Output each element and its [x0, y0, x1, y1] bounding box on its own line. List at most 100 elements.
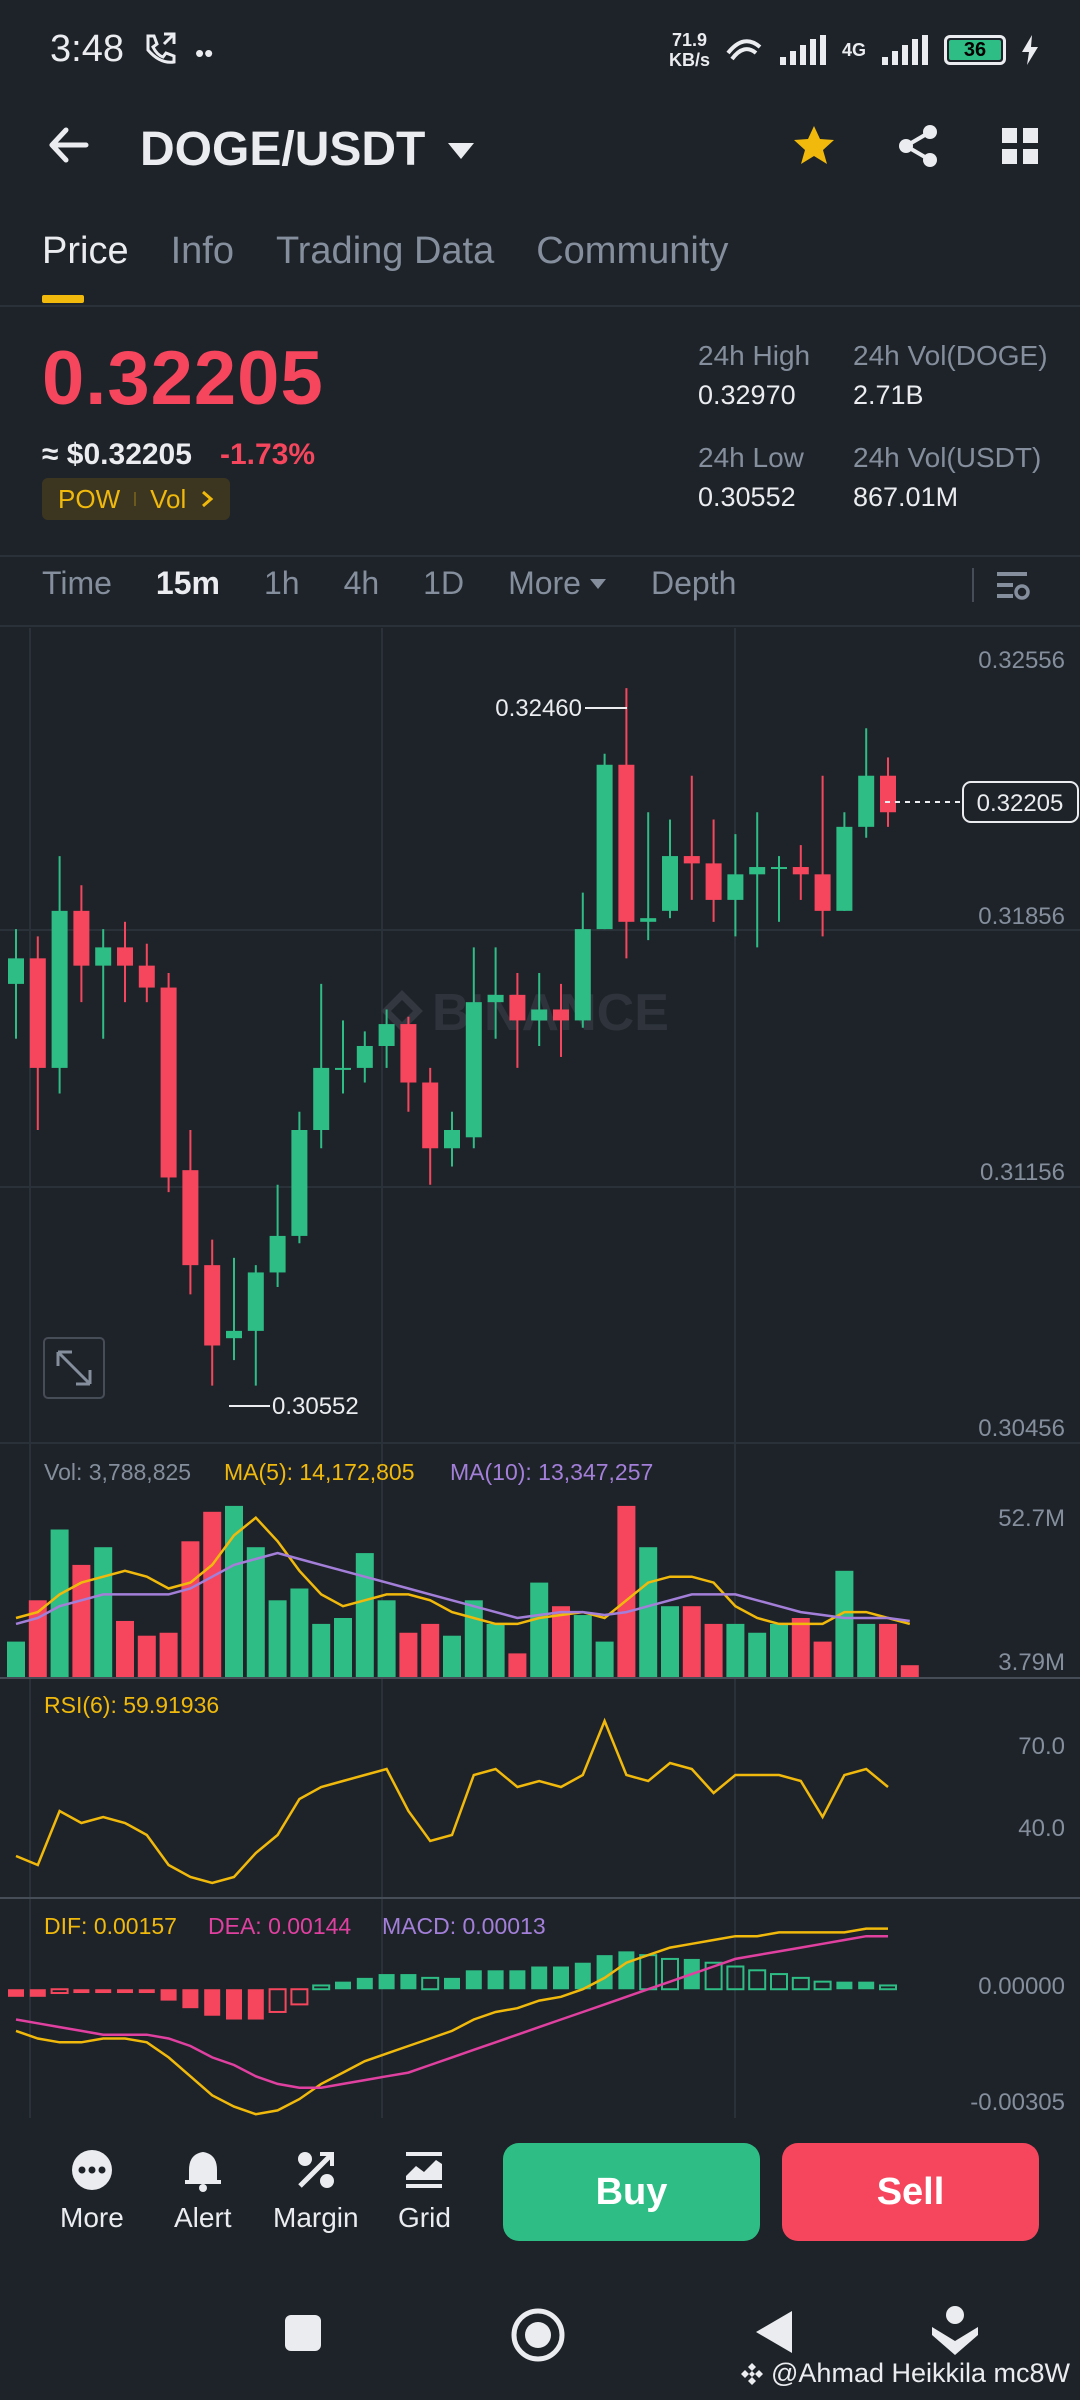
interval-1d[interactable]: 1D [423, 565, 465, 601]
candle [880, 757, 896, 827]
user-watermark: @Ahmad Heikkila mc8W [739, 2358, 1070, 2389]
volume-bar [72, 1564, 91, 1677]
macd-bar [553, 1966, 569, 1990]
macd-bar [29, 1989, 46, 1997]
chart-settings-button[interactable] [995, 568, 1031, 609]
candle [618, 688, 635, 959]
volume-bar [225, 1505, 243, 1677]
macd-bar [574, 1962, 591, 1990]
home-icon[interactable] [510, 2307, 566, 2363]
vol-ma5-line [15, 1515, 911, 1626]
tab-info[interactable]: Info [170, 230, 234, 272]
buy-button[interactable]: Buy [503, 2143, 760, 2241]
more-button[interactable]: More [60, 2148, 124, 2234]
pair-dropdown-caret-icon[interactable] [446, 140, 476, 167]
rsi-label: RSI(6): 59.91936 [44, 1692, 219, 1718]
tab-trading-data[interactable]: Trading Data [275, 230, 495, 272]
macd-bar [748, 1969, 767, 1991]
interval-15m[interactable]: 15m [155, 565, 220, 601]
interval-4h[interactable]: 4h [343, 565, 380, 601]
y-axis-label: 0.30456 [978, 1415, 1065, 1442]
recent-apps-icon[interactable] [283, 2313, 323, 2353]
margin-button[interactable]: Margin [273, 2148, 359, 2234]
macd-bar [247, 1989, 264, 2020]
chart-canvas[interactable]: BINANCE 0.32556 0.31856 0.31156 0.30456 … [0, 628, 1080, 2118]
dea-line [15, 1934, 888, 2089]
vol-ma10-label: MA(10): 13,347,257 [450, 1459, 653, 1485]
candle [836, 812, 853, 911]
volume-bar [682, 1606, 701, 1677]
candle [247, 1265, 264, 1386]
interval-more[interactable]: More [508, 565, 607, 602]
macd-bar [509, 1970, 526, 1990]
volume-bar [617, 1505, 636, 1677]
macd-bar [95, 1989, 112, 1994]
back-nav-icon[interactable] [752, 2307, 796, 2357]
binance-logo-icon [741, 2362, 764, 2385]
volume-bar [748, 1632, 767, 1677]
battery-icon: 36 [944, 35, 1006, 65]
macd-bar [290, 1988, 309, 2006]
tab-community[interactable]: Community [536, 230, 729, 272]
vol-ma10-line [15, 1551, 910, 1626]
macd-bar [226, 1989, 242, 2020]
network-type: 4G [841, 39, 866, 60]
interval-top-divider [0, 555, 1080, 557]
candle [683, 775, 700, 900]
fullscreen-button[interactable] [43, 1337, 105, 1399]
alert-button[interactable]: Alert [174, 2148, 232, 2234]
stat-vol-base-label: 24h Vol(DOGE) [853, 340, 1048, 371]
macd-legend: DIF: 0.00157 DEA: 0.00144 MACD: 0.00013 [44, 1913, 546, 1939]
system-nav-bar [0, 2285, 1080, 2400]
favorite-star-icon[interactable] [792, 124, 836, 168]
trading-pair-title[interactable]: DOGE/USDT [140, 123, 426, 176]
candle [727, 834, 744, 937]
current-price-label: 0.32205 [977, 790, 1064, 817]
candle [182, 1130, 199, 1295]
macd-bar [117, 1989, 133, 1994]
volume-legend: Vol: 3,788,825 MA(5): 14,172,805 MA(10):… [44, 1459, 653, 1485]
candle [160, 972, 177, 1193]
volume-bar [159, 1632, 178, 1677]
volume-bar [7, 1641, 25, 1677]
back-button[interactable] [44, 120, 94, 175]
price-usd-equivalent: ≈ $0.32205 [42, 438, 192, 471]
macd-bar [813, 1980, 832, 1991]
macd-bar [726, 1965, 745, 1991]
tab-price[interactable]: Price [42, 230, 129, 272]
macd-top-label: 0.00000 [978, 1973, 1065, 2000]
candle [51, 856, 68, 1094]
assistant-icon[interactable] [930, 2305, 980, 2357]
grid-layout-icon[interactable] [1000, 126, 1040, 166]
tag-vol[interactable]: Vol [150, 483, 187, 514]
vol-bottom-label: 3.79M [998, 1649, 1065, 1676]
macd-bar [400, 1974, 417, 1990]
sell-button[interactable]: Sell [782, 2143, 1039, 2241]
candle [204, 1239, 221, 1386]
volume-bar [508, 1653, 527, 1677]
grid-button[interactable]: Grid [398, 2148, 451, 2234]
more-dots-icon [71, 2150, 112, 2190]
volume-bar [464, 1600, 483, 1677]
volume-bar [268, 1600, 287, 1677]
macd-bar [204, 1989, 221, 2016]
notification-dots-icon: •• [195, 38, 214, 68]
coin-tags[interactable]: POW Vol [42, 478, 231, 520]
volume-bar [595, 1641, 614, 1677]
tag-pow[interactable]: POW [58, 483, 121, 514]
svg-text:0.32460: 0.32460 [495, 695, 582, 722]
more-label: More [60, 2202, 124, 2233]
low-annotation: 0.30552 [229, 1393, 359, 1420]
interval-time[interactable]: Time [42, 565, 112, 601]
stat-vol-quote-value: 867.01M [853, 482, 959, 512]
share-icon[interactable] [896, 124, 940, 168]
volume-bar [661, 1606, 679, 1677]
macd-bar [138, 1989, 155, 1994]
interval-depth[interactable]: Depth [650, 565, 737, 601]
interval-1h[interactable]: 1h [263, 565, 300, 601]
stat-low-value: 0.30552 [698, 482, 796, 512]
volume-bar [530, 1582, 549, 1677]
last-price: 0.32205 [42, 336, 324, 421]
y-axis-label: 0.31156 [980, 1159, 1065, 1186]
rsi-bottom-label: 40.0 [1018, 1815, 1065, 1842]
